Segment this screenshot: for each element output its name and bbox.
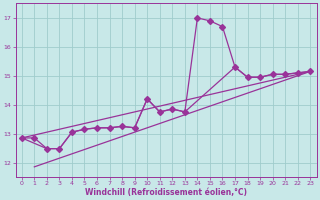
X-axis label: Windchill (Refroidissement éolien,°C): Windchill (Refroidissement éolien,°C): [85, 188, 247, 197]
